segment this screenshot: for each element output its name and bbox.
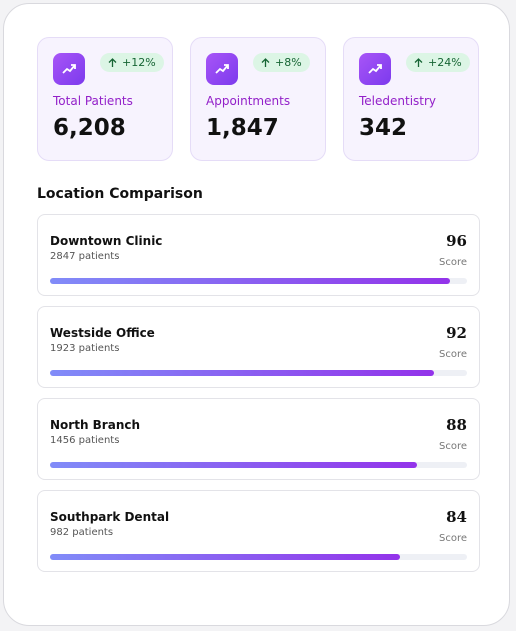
location-name: Westside Office [50,326,155,340]
progress-bar [50,462,417,468]
section-title: Location Comparison [37,186,203,202]
location-patients: 1923 patients [50,343,120,354]
change-badge: +24% [406,53,470,72]
progress-track [50,554,467,560]
trend-icon [206,53,238,85]
trend-glyph [215,64,229,74]
dashboard-card: Location Comparison +12% Total Patients 6,… [3,3,510,626]
progress-track [50,370,467,376]
change-badge: +8% [253,53,310,72]
score-label: Score [438,441,467,452]
location-name: Downtown Clinic [50,234,163,248]
location-patients: 982 patients [50,527,114,538]
trend-glyph [368,64,382,74]
location-patients: 2847 patients [50,251,120,262]
stat-label: Appointments [206,94,291,108]
trend-icon [53,53,85,85]
progress-track [50,462,467,468]
change-badge: +12% [100,53,164,72]
change-text: +24% [428,56,462,69]
location-score: 96 [446,232,467,250]
location-card: Westside Office 1923 patients 92 Score [37,306,480,388]
stat-label: Teledentistry [359,94,437,108]
trend-glyph [62,64,76,74]
location-score: 84 [446,508,467,526]
score-label: Score [438,257,467,268]
location-card: Southpark Dental 982 patients 84 Score [37,490,480,572]
up-arrow [414,57,423,67]
up-arrow [261,57,270,67]
progress-bar [50,278,451,284]
score-label: Score [438,349,467,360]
stat-card: +12% Total Patients 6,208 [37,37,173,161]
progress-track [50,278,467,284]
progress-bar [50,554,401,560]
stat-card: +24% Teledentistry 342 [343,37,479,161]
progress-bar [50,370,434,376]
stat-value: 342 [359,115,408,141]
stat-label: Total Patients [53,94,133,108]
location-name: Southpark Dental [50,510,170,524]
location-name: North Branch [50,418,141,432]
stat-value: 6,208 [53,115,126,141]
change-text: +12% [122,56,156,69]
score-label: Score [438,533,467,544]
up-arrow [108,57,117,67]
location-score: 92 [446,324,467,342]
location-card: Downtown Clinic 2847 patients 96 Score [37,214,480,296]
stat-card: +8% Appointments 1,847 [190,37,326,161]
trend-icon [359,53,391,85]
location-card: North Branch 1456 patients 88 Score [37,398,480,480]
location-score: 88 [446,416,467,434]
location-patients: 1456 patients [50,435,120,446]
change-text: +8% [275,56,302,69]
stat-value: 1,847 [206,115,279,141]
